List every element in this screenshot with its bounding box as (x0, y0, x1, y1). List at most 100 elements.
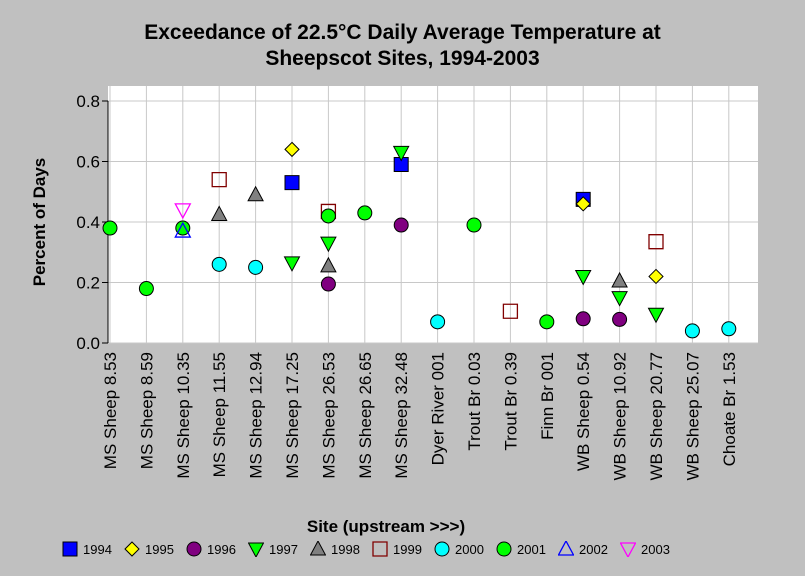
data-point (247, 185, 264, 202)
data-point (611, 271, 628, 288)
data-point (102, 220, 118, 236)
data-point (539, 314, 555, 330)
y-tick-label: 0.0 (76, 334, 100, 353)
data-point (466, 217, 482, 233)
legend-label: 2003 (641, 541, 670, 557)
data-point (210, 205, 228, 221)
legend-item: 1994 (62, 540, 112, 558)
legend-marker-shape (558, 541, 574, 556)
x-tick-label: WB Sheep 10.92 (611, 352, 630, 481)
x-tick-label: Trout Br 0.03 (465, 352, 484, 451)
legend-item: 1995 (124, 540, 174, 558)
legend-marker (434, 541, 450, 557)
x-tick-label: MS Sheep 32.48 (392, 352, 411, 479)
x-tick-label: MS Sheep 8.59 (137, 352, 156, 469)
data-point (502, 303, 519, 319)
x-tick-label: WB Sheep 0.54 (574, 352, 593, 471)
legend-marker-shape (310, 541, 326, 556)
data-point (284, 141, 300, 158)
x-tick-label: Trout Br 0.39 (501, 352, 520, 451)
x-tick-label: MS Sheep 8.53 (101, 352, 120, 469)
legend-label: 1997 (269, 541, 298, 557)
data-point (430, 314, 446, 330)
legend-item: 1996 (186, 540, 236, 558)
y-axis-label: Percent of Days (30, 158, 49, 287)
x-tick-label: Finn Br 001 (538, 352, 557, 440)
data-point (575, 311, 591, 327)
data-point (174, 221, 192, 238)
data-point (248, 259, 264, 275)
y-tick-label: 0.8 (76, 92, 100, 111)
x-tick-label: MS Sheep 11.55 (210, 352, 229, 477)
legend-marker (248, 542, 264, 557)
x-axis-tick-labels: MS Sheep 8.53 MS Sheep 8.59 MS Sheep 10.35… (101, 352, 739, 481)
x-tick-label: MS Sheep 26.53 (319, 352, 338, 479)
data-point (211, 171, 227, 188)
data-point (721, 321, 737, 337)
y-tick-label: 0.2 (76, 274, 100, 293)
legend-marker (620, 542, 636, 557)
data-point (684, 323, 700, 339)
x-tick-label: WB Sheep 25.07 (683, 352, 702, 481)
legend-marker-shape (186, 541, 202, 557)
data-point (320, 236, 337, 253)
legend-marker (186, 541, 202, 557)
legend-item: 2002 (558, 540, 608, 558)
y-axis-ticks: 0.0 0.2 0.4 0.6 0.8 (76, 92, 108, 353)
legend-label: 2001 (517, 541, 546, 557)
legend-item: 2003 (620, 540, 670, 558)
data-point (138, 281, 154, 297)
legend-marker-shape (62, 541, 78, 557)
x-tick-label: MS Sheep 12.94 (247, 352, 266, 479)
data-point (175, 220, 191, 236)
legend-item: 2001 (496, 540, 546, 558)
legend-marker (558, 541, 574, 556)
legend-marker-shape (248, 542, 264, 557)
data-point (211, 256, 227, 272)
x-tick-label: MS Sheep 26.65 (356, 352, 375, 479)
grid-lines (108, 86, 758, 344)
legend-marker-shape (124, 541, 140, 557)
data-point (612, 311, 628, 327)
data-point (393, 217, 409, 233)
legend-marker-shape (620, 542, 636, 557)
y-tick-label: 0.6 (76, 153, 100, 172)
legend-marker-shape (496, 541, 512, 557)
legend-marker (372, 541, 388, 557)
chart-title: Exceedance of 22.5°C Daily Average Tempe… (144, 21, 661, 70)
data-point (320, 256, 337, 273)
legend-marker-shape (434, 541, 450, 557)
data-point (611, 291, 628, 307)
x-tick-label: MS Sheep 17.25 (283, 352, 302, 479)
data-point (320, 208, 336, 224)
legend-marker (310, 541, 326, 556)
data-point (174, 203, 192, 220)
legend-label: 1995 (145, 541, 174, 557)
x-tick-label: MS Sheep 10.35 (174, 352, 193, 479)
legend-label: 2000 (455, 541, 484, 557)
legend: 1994 1995 1996 1997 1998 1999 2000 2001 2002 2003 (62, 540, 792, 558)
x-tick-label: Dyer River 001 (429, 352, 448, 465)
x-tick-label: Choate Br 1.53 (720, 352, 739, 466)
legend-marker (496, 541, 512, 557)
data-point (283, 256, 301, 272)
data-point (392, 145, 410, 162)
x-tick-label: WB Sheep 20.77 (647, 352, 666, 481)
data-point (393, 157, 409, 173)
legend-marker (124, 541, 140, 557)
legend-item: 1997 (248, 540, 298, 558)
data-point (648, 234, 664, 250)
data-point (357, 205, 373, 221)
legend-label: 1998 (331, 541, 360, 557)
data-point (284, 175, 300, 191)
data-point (575, 196, 591, 212)
legend-label: 1994 (83, 541, 112, 557)
x-axis-label: Site (upstream >>>) (307, 517, 465, 536)
data-point (320, 276, 336, 292)
legend-label: 1996 (207, 541, 236, 557)
legend-label: 2002 (579, 541, 608, 557)
legend-marker (62, 541, 78, 557)
data-markers (102, 141, 737, 339)
data-point (647, 307, 665, 324)
